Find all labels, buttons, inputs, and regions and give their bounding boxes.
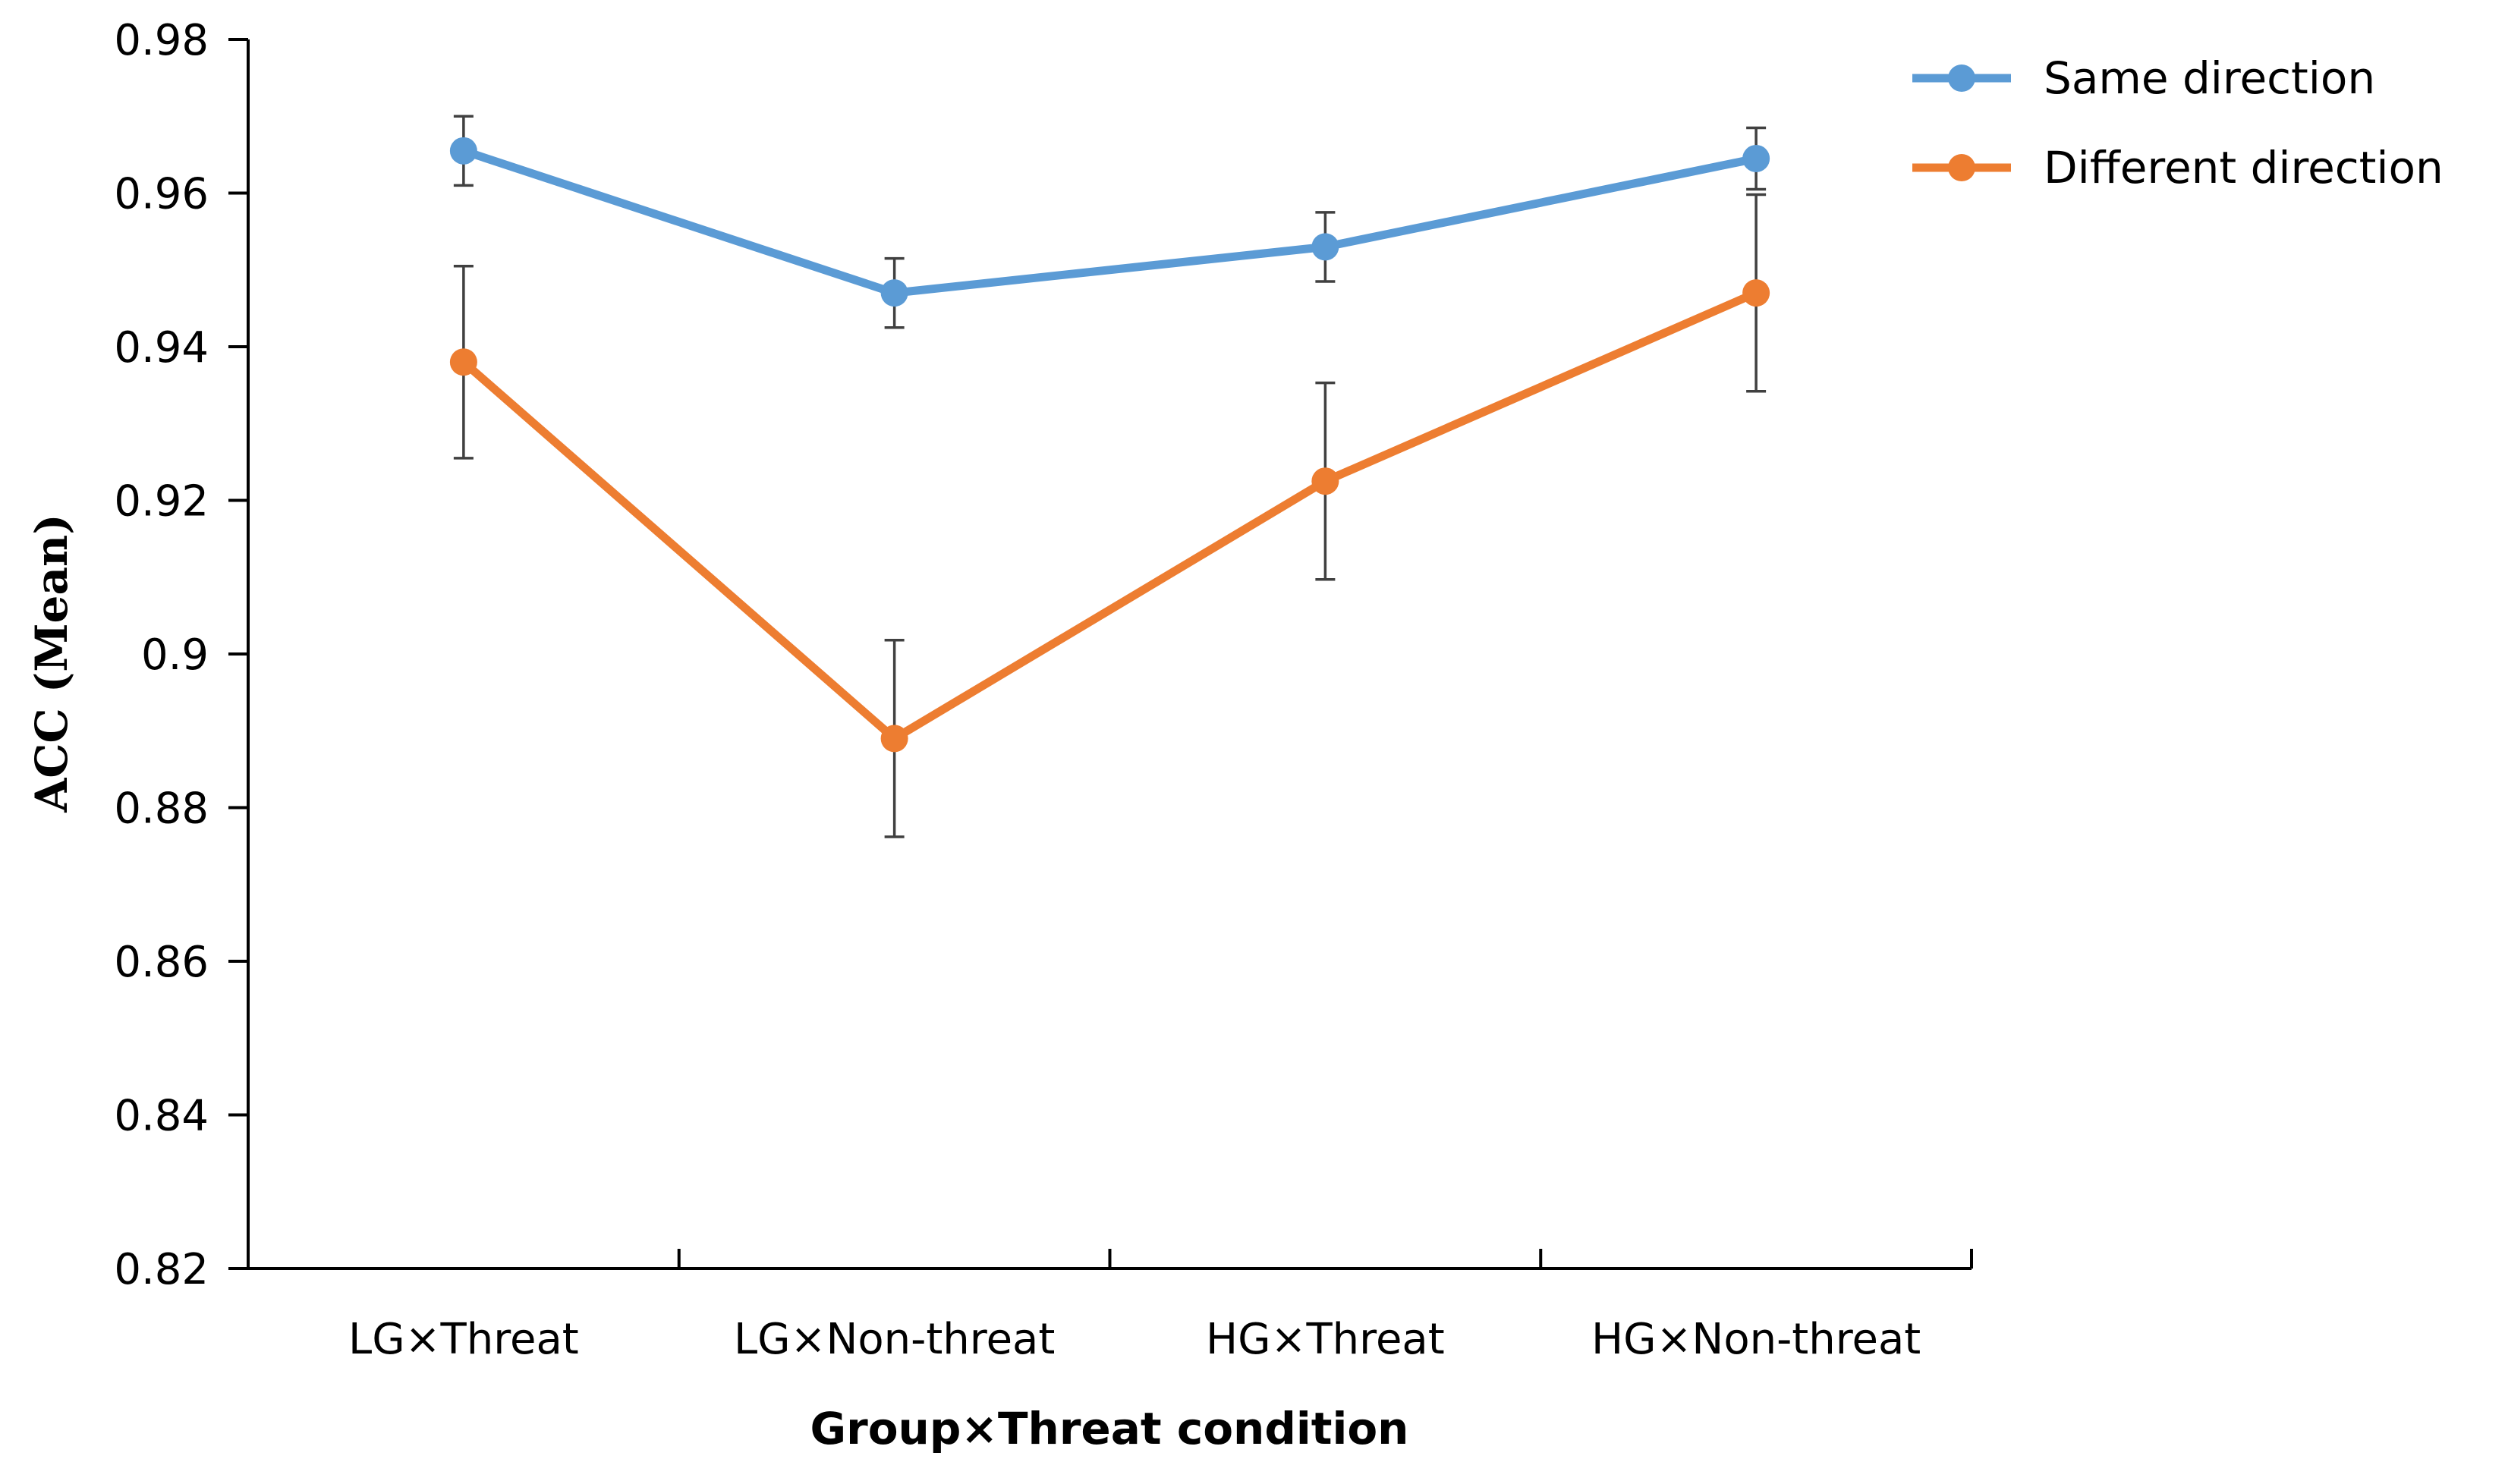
series-line (459, 288, 1761, 743)
x-tick-label: HG×Non-threat (1591, 1315, 1921, 1364)
data-point (880, 725, 908, 753)
x-axis-label: Group×Threat condition (810, 1403, 1409, 1454)
axes (247, 39, 1972, 1270)
y-tick-label: 0.86 (114, 938, 209, 987)
legend-item: Different direction (1912, 142, 2444, 193)
y-tick-label: 0.98 (114, 16, 209, 65)
data-point (880, 279, 908, 307)
data-point (1311, 467, 1339, 495)
y-ticks: 0.82 0.84 0.86 0.88 0.9 0.92 0.94 0.96 0.98 (114, 16, 248, 1294)
data-point (1742, 279, 1770, 307)
data-point (449, 348, 477, 376)
legend: Same direction Different direction (1912, 52, 2444, 193)
legend-item: Same direction (1912, 52, 2375, 104)
series-line (459, 146, 1761, 297)
legend-label: Different direction (2044, 142, 2444, 193)
x-tick-label: LG×Non-threat (734, 1315, 1055, 1364)
data-point (1742, 144, 1770, 172)
x-ticks: LG×Threat LG×Non-threat HG×Threat HG×Non-th… (247, 1249, 1973, 1364)
y-tick-label: 0.94 (114, 323, 209, 373)
x-tick-label: HG×Threat (1206, 1315, 1445, 1364)
y-tick-label: 0.84 (114, 1092, 209, 1141)
y-tick-label: 0.9 (141, 630, 209, 680)
y-axis-label: ACC (Mean) (26, 514, 77, 813)
y-tick-label: 0.82 (114, 1245, 209, 1294)
data-point (449, 137, 477, 165)
y-tick-label: 0.92 (114, 477, 209, 527)
y-tick-label: 0.88 (114, 784, 209, 834)
series-layer (449, 115, 1770, 838)
x-tick-label: LG×Threat (348, 1315, 579, 1364)
y-tick-label: 0.96 (114, 170, 209, 219)
legend-swatch-marker (1948, 154, 1975, 181)
legend-label: Same direction (2044, 52, 2375, 104)
legend-swatch-marker (1948, 64, 1975, 92)
series-different-direction (449, 193, 1770, 838)
series-same-direction (449, 115, 1770, 329)
data-point (1311, 233, 1339, 261)
